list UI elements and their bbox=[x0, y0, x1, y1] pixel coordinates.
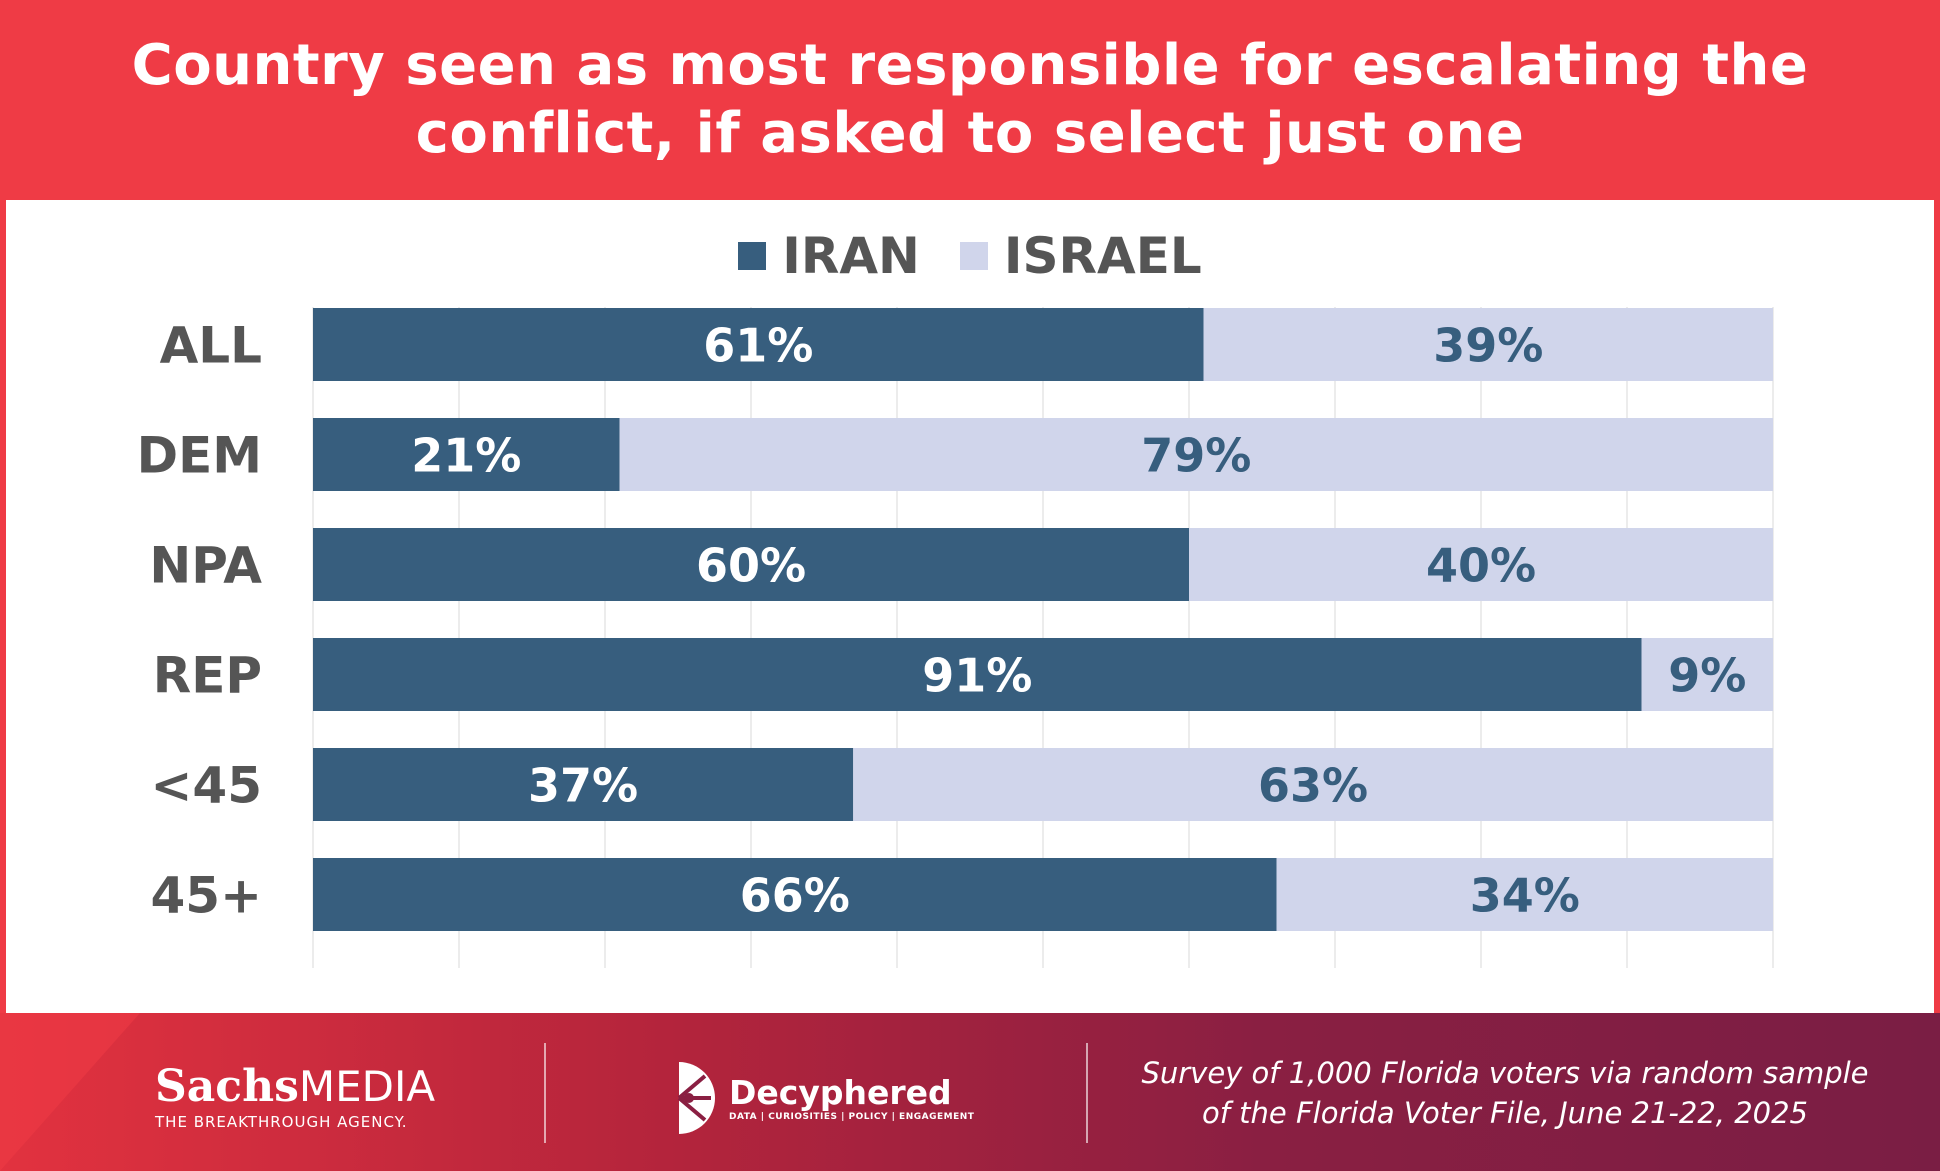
stacked-bar-chart: ALL 61% 39% DEM 21% 79% NPA 60% 40% REP 91% 9% <45 37… bbox=[137, 307, 1774, 968]
footer-divider bbox=[544, 1043, 546, 1143]
brand1-name-bold: Sachs bbox=[155, 1061, 299, 1112]
bar-israel bbox=[1189, 528, 1773, 601]
data-label-iran: 21% bbox=[411, 429, 521, 483]
source-line-1: Survey of 1,000 Florida voters via rando… bbox=[1141, 1056, 1869, 1090]
bar-israel bbox=[619, 418, 1773, 491]
data-label-iran: 37% bbox=[528, 759, 638, 813]
bar-iran bbox=[313, 308, 1204, 381]
legend-item-israel: ISRAEL bbox=[959, 227, 1202, 285]
data-label-israel: 34% bbox=[1470, 869, 1580, 923]
brand1-name-light: MEDIA bbox=[298, 1062, 436, 1111]
survey-source-note: Survey of 1,000 Florida voters via rando… bbox=[1105, 1053, 1905, 1133]
data-label-israel: 40% bbox=[1426, 539, 1536, 593]
data-label-iran: 66% bbox=[740, 869, 850, 923]
bar-iran bbox=[313, 748, 854, 821]
bar-israel bbox=[1203, 308, 1773, 381]
bar-israel bbox=[853, 748, 1773, 821]
data-label-israel: 79% bbox=[1141, 429, 1251, 483]
source-line-2: of the Florida Voter File, June 21-22, 2… bbox=[1201, 1096, 1809, 1130]
footer: SachsMEDIA THE BREAKTHROUGH AGENCY. Decy… bbox=[0, 1013, 1940, 1171]
data-label-israel: 39% bbox=[1433, 319, 1543, 373]
data-label-iran: 60% bbox=[696, 539, 806, 593]
bar-iran bbox=[313, 418, 620, 491]
footer-corner-accent bbox=[0, 1013, 140, 1171]
brand2-tagline: DATA | CURIOSITIES | POLICY | ENGAGEMENT bbox=[729, 1112, 975, 1122]
decyphered-logo: Decyphered DATA | CURIOSITIES | POLICY |… bbox=[675, 1058, 974, 1138]
footer-divider bbox=[1086, 1043, 1088, 1143]
category-label: REP bbox=[153, 647, 262, 705]
legend-label-israel: ISRAEL bbox=[1003, 227, 1202, 285]
chart-legend: IRAN ISRAEL bbox=[0, 224, 1940, 288]
category-label: 45+ bbox=[151, 867, 262, 925]
bar-israel bbox=[1276, 858, 1773, 931]
legend-item-iran: IRAN bbox=[738, 227, 920, 285]
data-label-israel: 63% bbox=[1258, 759, 1368, 813]
data-label-iran: 91% bbox=[922, 649, 1032, 703]
brand1-tagline: THE BREAKTHROUGH AGENCY. bbox=[155, 1113, 408, 1131]
data-label-israel: 9% bbox=[1668, 649, 1746, 703]
legend-swatch-iran bbox=[738, 242, 767, 270]
category-label: NPA bbox=[149, 537, 262, 595]
legend-swatch-israel bbox=[959, 242, 988, 270]
bar-iran bbox=[313, 638, 1642, 711]
category-label: <45 bbox=[151, 757, 262, 815]
legend-label-iran: IRAN bbox=[782, 227, 920, 285]
bar-iran bbox=[313, 528, 1189, 601]
chart-title: Country seen as most responsible for esc… bbox=[131, 33, 1809, 166]
header-banner: Country seen as most responsible for esc… bbox=[0, 0, 1940, 200]
bar-iran bbox=[313, 858, 1277, 931]
decyphered-icon bbox=[677, 1062, 715, 1134]
bar-israel bbox=[1641, 638, 1773, 711]
category-label: ALL bbox=[160, 317, 262, 375]
category-label: DEM bbox=[137, 427, 262, 485]
brand2-name: Decyphered bbox=[729, 1073, 952, 1112]
data-label-iran: 61% bbox=[703, 319, 813, 373]
sachs-media-logo: SachsMEDIA THE BREAKTHROUGH AGENCY. bbox=[155, 1061, 485, 1132]
